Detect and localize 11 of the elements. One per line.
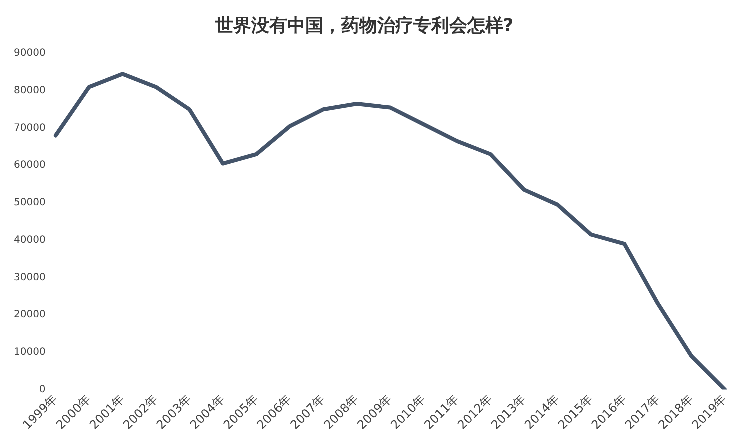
y-tick-label: 80000 <box>14 86 46 97</box>
y-tick-label: 20000 <box>14 310 46 321</box>
y-tick-label: 50000 <box>14 198 46 209</box>
y-tick-label: 30000 <box>14 272 46 284</box>
y-tick-label: 60000 <box>14 160 46 172</box>
y-tick-label: 40000 <box>14 234 46 246</box>
chart-title: 世界没有中国，药物治疗专利会怎样? <box>214 15 514 36</box>
y-tick-label: 0 <box>39 384 46 396</box>
y-tick-label: 90000 <box>14 48 46 60</box>
y-tick-label: 10000 <box>14 346 46 358</box>
y-tick-label: 70000 <box>14 122 46 134</box>
